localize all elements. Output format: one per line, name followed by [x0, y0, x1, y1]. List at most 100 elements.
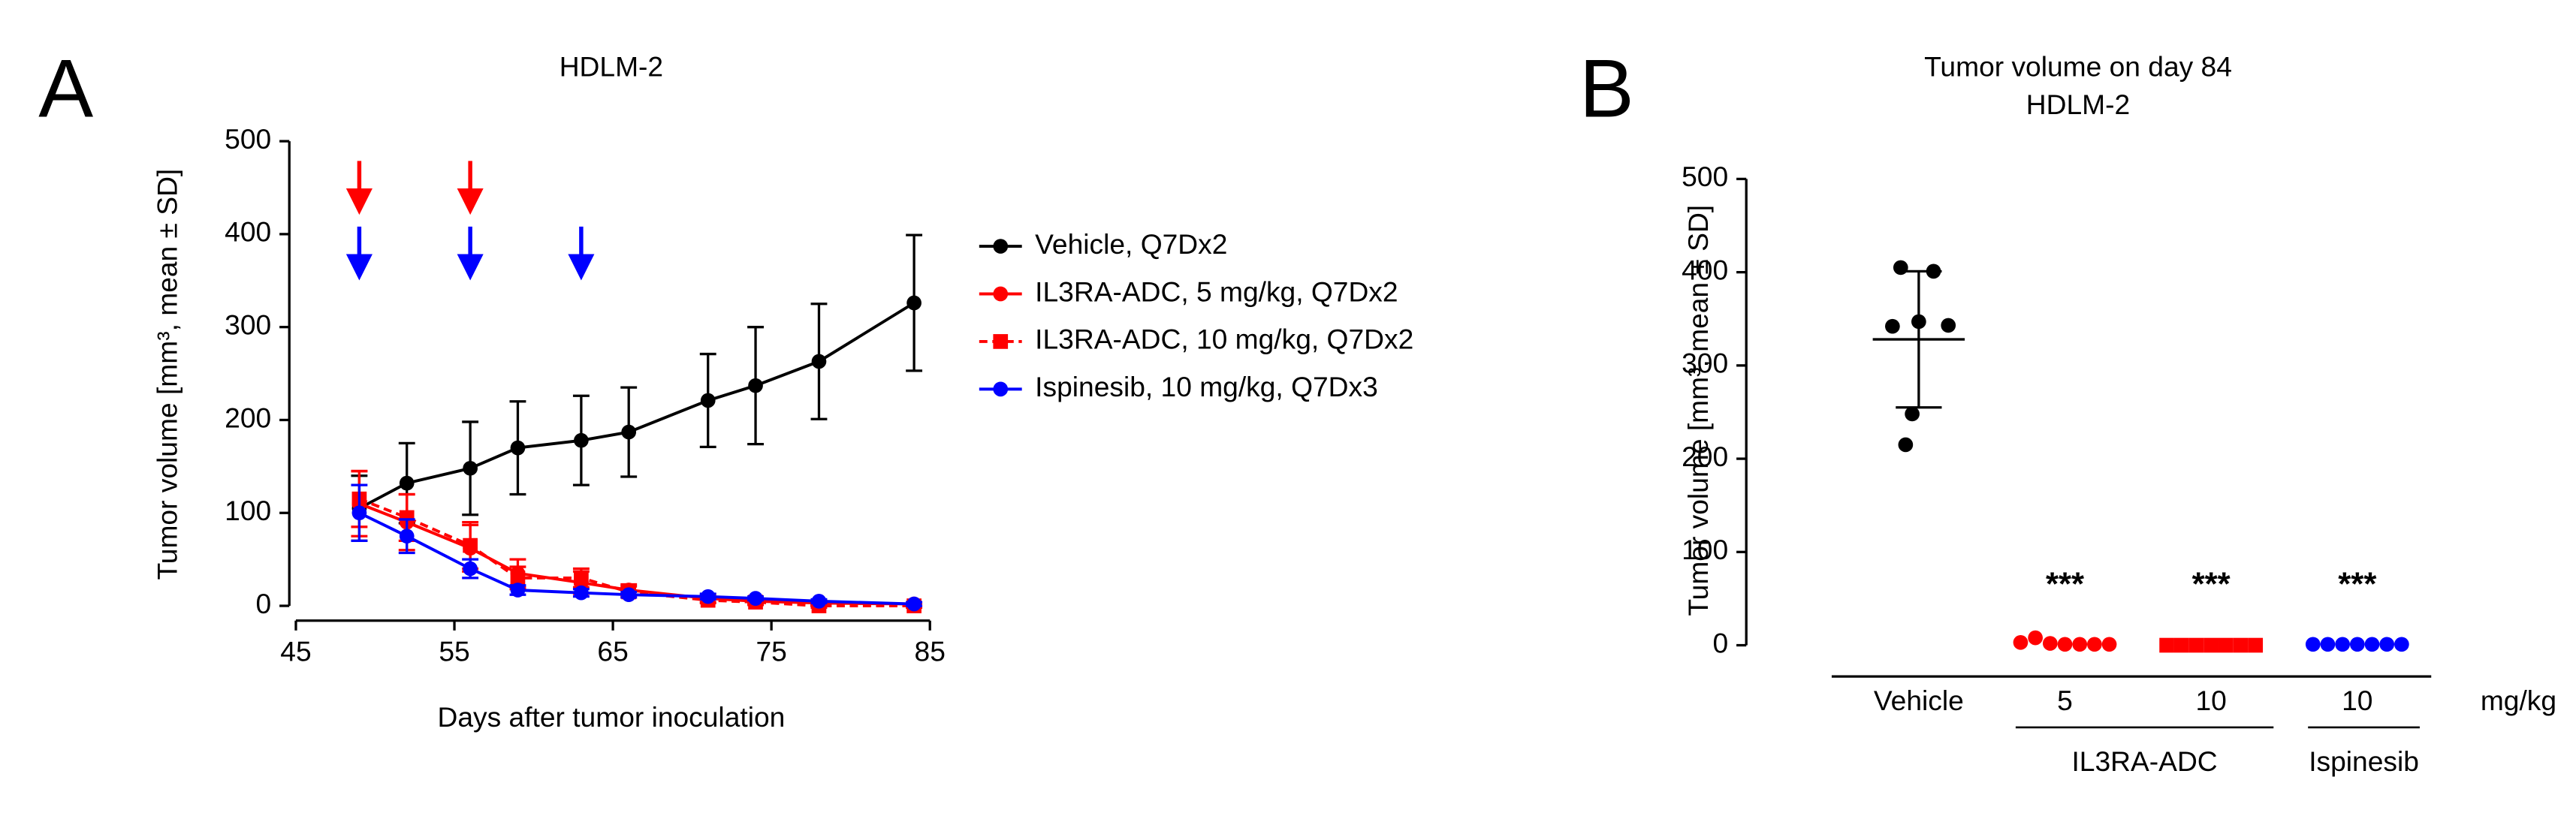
marker: [2394, 637, 2409, 652]
marker: [2188, 637, 2204, 653]
marker: [399, 510, 415, 525]
marker: [574, 585, 589, 601]
marker: [2379, 637, 2395, 652]
x-tick-label: 75: [756, 635, 786, 667]
significance: ***: [2338, 565, 2376, 602]
marker: [2028, 630, 2043, 646]
y-tick-label: 400: [225, 216, 271, 248]
y-tick-label: 0: [255, 588, 271, 619]
marker: [2349, 637, 2365, 652]
marker: [510, 583, 526, 598]
y-tick-label: 500: [1682, 161, 1728, 192]
y-axis-label: Tumor volume [mm³, mean ± SD]: [1682, 205, 1714, 616]
marker: [2072, 637, 2088, 652]
significance: ***: [2046, 565, 2084, 602]
x-axis-label: Days after tumor inoculation: [437, 701, 785, 733]
marker: [2233, 637, 2249, 653]
group-label: Ispinesib: [2309, 745, 2419, 777]
dose-arrow: [457, 226, 484, 281]
panel-label: B: [1579, 44, 1634, 135]
series-line: [358, 497, 915, 608]
x-tick-label: Vehicle: [1874, 685, 1964, 716]
marker: [2159, 637, 2174, 653]
series-line: [358, 301, 915, 510]
marker: [510, 440, 526, 456]
y-tick-label: 100: [1682, 534, 1728, 565]
marker: [2248, 637, 2264, 653]
marker: [399, 528, 415, 544]
x-tick-label: 5: [2057, 685, 2073, 716]
marker: [1941, 318, 1956, 333]
y-tick-label: 200: [225, 402, 271, 433]
marker: [574, 432, 589, 448]
unit-label: mg/kg: [2481, 685, 2556, 716]
marker: [906, 596, 922, 612]
marker: [2320, 637, 2336, 652]
legend-label: Vehicle, Q7Dx2: [1035, 228, 1227, 260]
marker: [2305, 637, 2321, 652]
marker: [399, 475, 415, 491]
marker: [351, 505, 367, 521]
y-tick-label: 400: [1682, 254, 1728, 285]
marker: [811, 354, 827, 369]
marker: [463, 537, 478, 553]
dose-arrow: [345, 226, 373, 281]
panel-label: A: [38, 44, 93, 135]
legend-marker: [993, 334, 1009, 349]
marker: [463, 561, 478, 577]
marker: [1885, 318, 1900, 334]
legend-label: IL3RA-ADC, 10 mg/kg, Q7Dx2: [1035, 324, 1413, 355]
series-line: [358, 511, 915, 606]
marker: [811, 594, 827, 609]
x-tick-label: 10: [2342, 685, 2372, 716]
legend-marker: [993, 381, 1009, 397]
marker: [621, 424, 637, 440]
chart-subtitle: HDLM-2: [2026, 89, 2130, 120]
group-label: IL3RA-ADC: [2071, 745, 2217, 777]
x-tick-label: 10: [2195, 685, 2226, 716]
marker: [2203, 637, 2219, 653]
marker: [2364, 637, 2380, 652]
significance: ***: [2192, 565, 2231, 602]
legend-marker: [993, 286, 1009, 302]
x-tick-label: 45: [280, 635, 311, 667]
marker: [2087, 637, 2102, 652]
y-tick-label: 300: [1682, 348, 1728, 379]
y-tick-label: 100: [225, 495, 271, 526]
chart-title: HDLM-2: [560, 51, 663, 83]
legend-marker: [993, 239, 1009, 254]
marker: [463, 460, 478, 476]
sd-bar: [1896, 269, 1942, 409]
marker: [1893, 260, 1908, 276]
x-tick-label: 55: [439, 635, 469, 667]
marker: [1905, 406, 1920, 422]
marker: [2013, 634, 2029, 650]
dose-arrow: [568, 226, 595, 281]
dose-arrow: [345, 161, 373, 215]
marker: [906, 295, 922, 311]
marker: [1898, 437, 1914, 453]
y-tick-label: 200: [1682, 441, 1728, 472]
x-tick-label: 65: [597, 635, 628, 667]
y-axis-label: Tumor volume [mm³, mean ± SD]: [151, 169, 182, 580]
x-tick-label: 85: [915, 635, 946, 667]
marker: [2042, 636, 2058, 651]
marker: [621, 587, 637, 603]
marker: [2101, 637, 2117, 652]
marker: [748, 591, 763, 606]
marker: [2057, 637, 2073, 652]
marker: [748, 378, 763, 393]
marker: [700, 393, 716, 408]
y-tick-label: 300: [225, 309, 271, 341]
marker: [510, 571, 526, 586]
dose-arrow: [457, 161, 484, 215]
y-tick-label: 500: [225, 123, 271, 155]
marker: [2335, 637, 2350, 652]
marker: [2173, 637, 2189, 653]
y-tick-label: 0: [1712, 627, 1728, 658]
legend-label: IL3RA-ADC, 5 mg/kg, Q7Dx2: [1035, 276, 1398, 307]
chart-title: Tumor volume on day 84: [1924, 51, 2232, 83]
marker: [700, 589, 716, 604]
